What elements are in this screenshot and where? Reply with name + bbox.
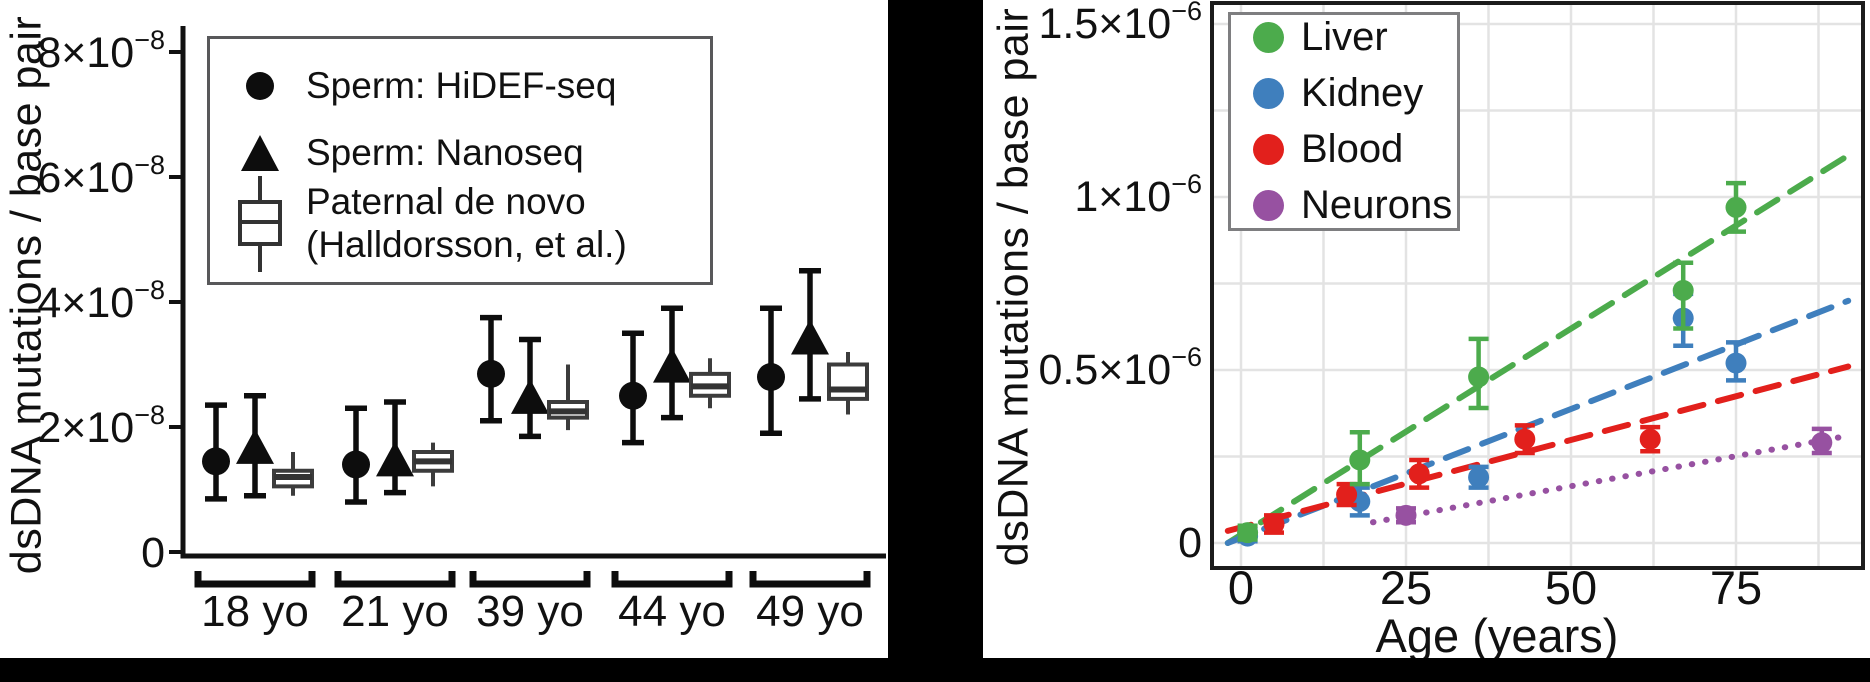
legend-label: Sperm: Nanoseq <box>306 131 584 173</box>
nanoseq-point <box>511 378 549 414</box>
right-y-axis-label: dsDNA mutations / base pair <box>989 7 1038 567</box>
legend-row-hidefseq: Sperm: HiDEF-seq <box>234 55 616 117</box>
trend-line-neurons <box>1370 432 1852 526</box>
nanoseq-point <box>236 428 274 464</box>
legend-label: Paternal de novo (Halldorsson, et al.) <box>306 181 627 266</box>
right-y-tick-label: 1.5×10−6 <box>1038 0 1202 48</box>
hidefseq-point <box>342 450 370 479</box>
age-group-bracket <box>611 571 733 588</box>
blood-point <box>1639 428 1661 450</box>
filled-circle-icon <box>234 63 286 109</box>
boxplot-icon <box>234 172 286 276</box>
denovo-box <box>827 362 869 401</box>
hidefseq-point <box>619 381 647 410</box>
bottom-black-bar <box>0 658 1870 682</box>
legend-label: Kidney <box>1301 71 1424 115</box>
age-group-label: 39 yo <box>476 587 584 636</box>
age-group-bracket <box>469 571 591 588</box>
right-panel-frame <box>1210 1 1865 570</box>
neurons-dot-icon <box>1253 190 1284 221</box>
left-axes <box>180 26 886 559</box>
legend-row-nanoseq: Sperm: Nanoseq <box>234 122 584 184</box>
right-y-tick-label: 1×10−6 <box>1074 169 1202 221</box>
age-group-bracket <box>194 571 316 588</box>
right-y-tick-label: 0.5×10−6 <box>1038 342 1202 394</box>
nanoseq-point <box>376 441 414 477</box>
trend-line-liver <box>1224 152 1852 546</box>
right-x-tick-label: 75 <box>1710 561 1762 614</box>
legend-row-liver: Liver <box>1253 15 1457 60</box>
neurons-point <box>1811 432 1833 454</box>
legend-row-kidney: Kidney <box>1253 71 1457 116</box>
right-x-tick-label: 0 <box>1228 561 1254 614</box>
liver-point <box>1468 366 1490 388</box>
age-group-label: 44 yo <box>618 587 726 636</box>
age-group-label: 21 yo <box>341 587 449 636</box>
hidefseq-point <box>757 363 785 391</box>
legend-label-line2: (Halldorsson, et al.) <box>306 224 627 265</box>
liver-point <box>1349 449 1371 471</box>
legend-label: Sperm: HiDEF-seq <box>306 64 617 106</box>
right-x-tick-label: 25 <box>1380 561 1432 614</box>
left-y-tick-label: 2×10−8 <box>37 400 165 452</box>
blood-point <box>1514 428 1536 450</box>
left-y-tick-label: 6×10−8 <box>37 150 165 202</box>
kidney-point <box>1725 352 1747 374</box>
right-legend-box: Liver Kidney Blood Neurons <box>1228 12 1460 231</box>
legend-label: Blood <box>1301 127 1404 171</box>
panel-divider <box>888 0 983 682</box>
age-group-label: 18 yo <box>201 587 309 636</box>
liver-point <box>1672 279 1694 301</box>
trend-line-blood <box>1224 363 1852 534</box>
legend-row-neurons: Neurons <box>1253 183 1457 228</box>
kidney-point <box>1468 466 1490 488</box>
kidney-dot-icon <box>1253 78 1284 109</box>
left-y-tick-label: 8×10−8 <box>37 25 165 77</box>
age-x-axis-label: Age (years) <box>1375 609 1619 662</box>
blood-point <box>1336 484 1358 506</box>
right-y-tick-label: 0 <box>1178 519 1202 567</box>
filled-triangle-icon <box>234 130 286 176</box>
left-y-tick-label: 4×10−8 <box>37 275 165 327</box>
age-group-label: 49 yo <box>756 587 864 636</box>
hidefseq-point <box>477 359 505 388</box>
neurons-point <box>1395 504 1417 526</box>
blood-dot-icon <box>1253 134 1284 165</box>
legend-label: Neurons <box>1301 183 1453 227</box>
left-y-tick-label: 0 <box>141 529 165 577</box>
legend-row-blood: Blood <box>1253 127 1457 172</box>
legend-label: Liver <box>1301 15 1388 59</box>
age-group-bracket <box>334 571 456 588</box>
legend-row-denovo: Paternal de novo (Halldorsson, et al.) <box>234 171 627 277</box>
liver-point <box>1237 522 1259 544</box>
blood-point <box>1263 513 1285 535</box>
nanoseq-point <box>791 319 829 355</box>
left-legend-box: Sperm: HiDEF-seq Sperm: Nanoseq Paternal… <box>207 36 713 285</box>
hidefseq-point <box>202 447 230 476</box>
blood-point <box>1408 463 1430 485</box>
liver-dot-icon <box>1253 22 1284 53</box>
legend-label-line1: Paternal de novo <box>306 181 586 223</box>
age-group-bracket <box>749 571 871 588</box>
left-y-axis-label: dsDNA mutations / base pair <box>2 15 51 575</box>
nanoseq-point <box>653 347 691 383</box>
liver-point <box>1725 196 1747 218</box>
right-x-tick-label: 50 <box>1545 561 1597 614</box>
